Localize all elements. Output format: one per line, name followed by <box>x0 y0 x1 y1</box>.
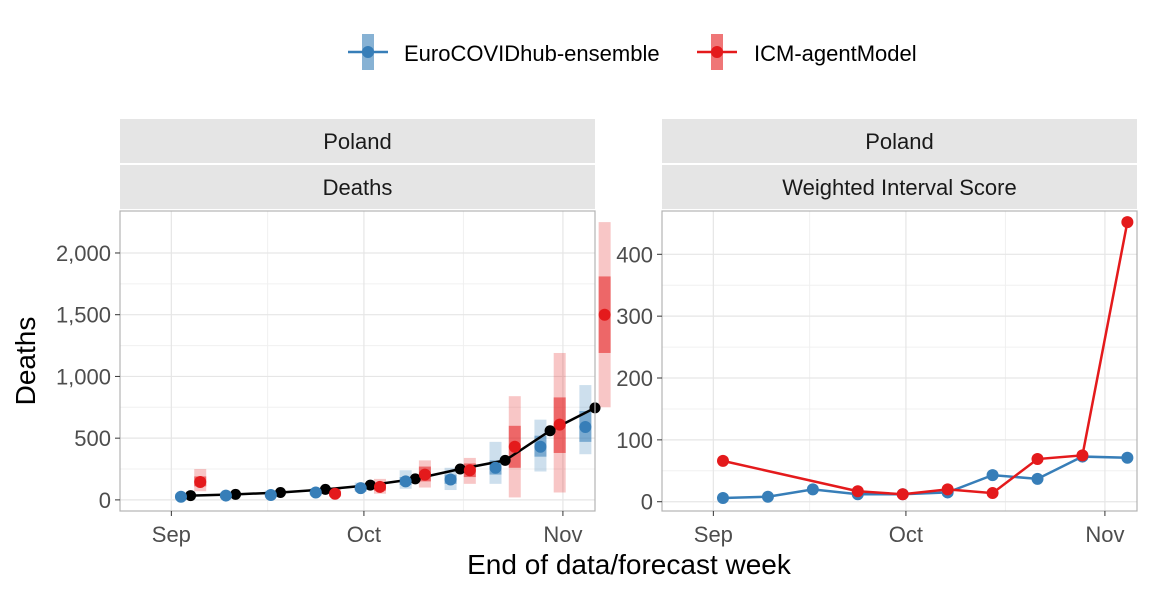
axis-ticks: 0 500 1,000 1,500 2,000 Sep Oct Nov <box>56 241 583 547</box>
agent-score-point <box>851 485 864 498</box>
agent-score-point <box>1121 216 1134 229</box>
ensemble-median-point <box>399 475 412 488</box>
x-tick-label: Nov <box>1085 522 1124 547</box>
y-tick-label: 1,500 <box>56 303 111 328</box>
x-tick-label: Sep <box>152 522 191 547</box>
agent-score-line <box>722 221 1129 496</box>
y-tick-label: 0 <box>99 488 111 513</box>
strip-location-label: Poland <box>865 129 934 154</box>
agent-legend-point <box>711 46 723 58</box>
observed-point <box>454 463 466 475</box>
legend-key-ensemble <box>348 34 388 70</box>
panel-wis: Poland Weighted Interval Score 0 100 200 30… <box>616 119 1138 547</box>
ensemble-score-point <box>806 483 819 496</box>
ensemble-median-point <box>309 486 322 499</box>
agent-score-point <box>716 454 729 467</box>
observed-point <box>185 490 197 502</box>
ensemble-median-point <box>579 421 592 434</box>
ensemble-legend-point <box>362 46 374 58</box>
y-tick-label: 200 <box>616 366 653 391</box>
x-tick-label: Nov <box>543 522 582 547</box>
strip-target-label: Weighted Interval Score <box>782 175 1016 200</box>
legend: EuroCOVIDhub-ensemble ICM-agentModel <box>348 34 917 70</box>
agent-median-point <box>329 487 342 500</box>
ensemble-median-point <box>354 482 367 495</box>
axis-ticks: 0 100 200 300 400 Sep Oct Nov <box>616 242 1124 547</box>
panel-border <box>661 210 1138 512</box>
y-tick-label: 0 <box>641 490 653 515</box>
y-tick-label: 300 <box>616 304 653 329</box>
x-axis-title: End of data/forecast week <box>467 549 792 580</box>
ensemble-median-point <box>264 488 277 501</box>
grid-lines <box>662 211 1137 511</box>
ensemble-score-point <box>1121 451 1134 464</box>
ensemble-median-point <box>174 490 187 503</box>
agent-median-point <box>508 440 521 453</box>
x-tick-label: Sep <box>694 522 733 547</box>
agent-score-point <box>941 483 954 496</box>
strip-top-background <box>120 119 595 163</box>
agent-median-point <box>418 468 431 481</box>
legend-label-agent: ICM-agentModel <box>754 41 917 66</box>
y-tick-label: 1,000 <box>56 364 111 389</box>
observed-point <box>319 483 331 495</box>
agent-score-point <box>986 487 999 500</box>
y-tick-label: 500 <box>74 426 111 451</box>
observed-line <box>190 406 596 497</box>
y-tick-label: 400 <box>616 242 653 267</box>
ensemble-score-point <box>1031 472 1044 485</box>
strip-bottom-background <box>120 165 595 209</box>
observed-point <box>544 425 556 437</box>
agent-median-point <box>194 475 207 488</box>
plot-marks <box>716 216 1134 505</box>
strip-top-background <box>662 119 1137 163</box>
panel-border <box>119 210 596 512</box>
observed-point <box>409 473 421 485</box>
ensemble-median-point <box>534 440 547 453</box>
ensemble-score-point <box>716 492 729 505</box>
x-tick-label: Oct <box>889 522 923 547</box>
ensemble-median-point <box>219 489 232 502</box>
legend-key-agent <box>697 34 737 70</box>
observed-point <box>230 488 242 500</box>
agent-median-point <box>598 308 611 321</box>
observed-point <box>499 454 511 466</box>
grid-lines <box>120 211 595 511</box>
ensemble-score-point <box>761 490 774 503</box>
y-axis-title: Deaths <box>10 317 41 406</box>
agent-score-point <box>1076 449 1089 462</box>
agent-median-point <box>373 480 386 493</box>
agent-median-point <box>553 418 566 431</box>
ensemble-score-line <box>722 455 1128 500</box>
x-tick-label: Oct <box>347 522 381 547</box>
agent-score-point <box>896 488 909 501</box>
ensemble-median-point <box>444 473 457 486</box>
strip-location-label: Poland <box>323 129 392 154</box>
panel-deaths: Poland Deaths 0 500 1,000 1,500 2,000 Sep Oct N… <box>56 119 611 547</box>
ensemble-median-point <box>489 461 502 474</box>
observed-point <box>364 479 376 491</box>
ensemble-score-point <box>986 469 999 482</box>
y-tick-label: 100 <box>616 428 653 453</box>
strip-target-label: Deaths <box>323 175 393 200</box>
plot-marks <box>174 222 611 503</box>
legend-label-ensemble: EuroCOVIDhub-ensemble <box>404 41 660 66</box>
strip-bottom-background <box>662 165 1137 209</box>
agent-median-point <box>463 464 476 477</box>
observed-point <box>274 486 286 498</box>
agent-score-point <box>1031 453 1044 466</box>
y-tick-label: 2,000 <box>56 241 111 266</box>
